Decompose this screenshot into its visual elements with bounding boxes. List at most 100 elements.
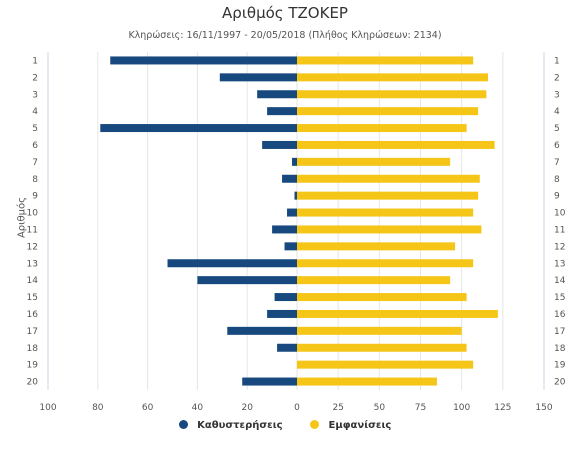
bar-delays[interactable] [292, 157, 297, 166]
legend-dot-delays [178, 420, 188, 429]
bar-delays[interactable] [282, 174, 297, 183]
bar-appearances[interactable] [297, 56, 474, 65]
category-label-left: 7 [32, 158, 38, 168]
bar-appearances[interactable] [297, 208, 474, 217]
category-label-left: 8 [32, 175, 38, 185]
category-label-right: 10 [554, 209, 566, 219]
category-label-left: 9 [32, 192, 38, 202]
x-tick-label-left: 60 [142, 403, 154, 413]
bar-delays[interactable] [257, 90, 297, 99]
category-label-left: 14 [27, 276, 39, 286]
x-tick-label-left: 100 [39, 403, 56, 413]
category-label-left: 1 [32, 56, 38, 66]
category-label-right: 11 [554, 225, 565, 235]
category-label-right: 9 [554, 192, 560, 202]
category-label-right: 17 [554, 327, 565, 337]
category-label-left: 19 [27, 361, 39, 371]
category-label-left: 5 [32, 124, 38, 134]
bar-delays[interactable] [227, 326, 297, 335]
bar-appearances[interactable] [297, 326, 462, 335]
x-tick-label-left: 0 [294, 403, 300, 413]
category-label-right: 7 [554, 158, 560, 168]
category-label-left: 11 [27, 225, 38, 235]
bar-delays[interactable] [219, 73, 297, 82]
bar-delays[interactable] [267, 309, 297, 318]
bar-appearances[interactable] [297, 90, 487, 99]
x-tick-label-left: 40 [192, 403, 204, 413]
category-label-left: 16 [27, 310, 39, 320]
category-label-right: 12 [554, 242, 565, 252]
bar-delays[interactable] [287, 208, 297, 217]
bar-appearances[interactable] [297, 124, 467, 133]
category-label-right: 3 [554, 90, 560, 100]
category-label-right: 2 [554, 73, 560, 83]
bar-appearances[interactable] [297, 360, 474, 369]
category-label-right: 19 [554, 361, 566, 371]
bar-appearances[interactable] [297, 309, 498, 318]
category-label-right: 1 [554, 56, 560, 66]
bar-delays[interactable] [242, 377, 297, 386]
category-label-right: 5 [554, 124, 560, 134]
bar-appearances[interactable] [297, 225, 482, 234]
bar-appearances[interactable] [297, 343, 467, 352]
category-label-left: 20 [27, 378, 39, 388]
bar-appearances[interactable] [297, 293, 467, 302]
category-label-left: 17 [27, 327, 38, 337]
bar-appearances[interactable] [297, 157, 451, 166]
bar-delays[interactable] [110, 56, 297, 65]
category-label-left: 18 [27, 344, 39, 354]
x-tick-label-left: 80 [92, 403, 104, 413]
chart-title: Αριθμός ΤΖΟΚΕΡ [222, 4, 348, 22]
x-tick-label-right: 75 [415, 403, 426, 413]
bar-appearances[interactable] [297, 191, 479, 200]
bar-appearances[interactable] [297, 377, 437, 386]
bar-delays[interactable] [167, 259, 297, 268]
category-label-right: 8 [554, 175, 560, 185]
bar-appearances[interactable] [297, 140, 495, 149]
x-tick-label-right: 25 [332, 403, 343, 413]
category-label-right: 13 [554, 259, 565, 269]
category-label-left: 12 [27, 242, 38, 252]
category-label-right: 18 [554, 344, 566, 354]
bar-delays[interactable] [294, 191, 297, 200]
bar-delays[interactable] [267, 107, 297, 116]
category-label-left: 6 [32, 141, 38, 151]
bar-appearances[interactable] [297, 73, 489, 82]
bar-delays[interactable] [197, 276, 297, 285]
category-label-left: 13 [27, 259, 38, 269]
bar-appearances[interactable] [297, 242, 456, 251]
legend-dot-appearances [310, 420, 320, 429]
bar-delays[interactable] [277, 343, 297, 352]
category-label-left: 15 [27, 293, 38, 303]
x-tick-label-right: 100 [453, 403, 470, 413]
category-label-right: 20 [554, 378, 566, 388]
legend-label-delays: Καθυστερήσεις [197, 420, 283, 431]
category-label-left: 2 [32, 73, 38, 83]
bar-delays[interactable] [100, 124, 297, 133]
category-label-left: 3 [32, 90, 38, 100]
chart-subtitle: Κληρώσεις: 16/11/1997 - 20/05/2018 (Πλήθ… [128, 30, 442, 41]
category-label-right: 16 [554, 310, 566, 320]
x-tick-label-left: 20 [241, 403, 253, 413]
legend-item-delays[interactable]: Καθυστερήσεις [178, 420, 283, 431]
bar-appearances[interactable] [297, 107, 479, 116]
category-label-left: 4 [32, 107, 38, 117]
x-tick-label-right: 150 [535, 403, 552, 413]
bar-delays[interactable] [274, 293, 297, 302]
bar-delays[interactable] [272, 225, 297, 234]
bar-delays[interactable] [284, 242, 297, 251]
bar-appearances[interactable] [297, 174, 480, 183]
category-label-right: 6 [554, 141, 560, 151]
chart-legend: Καθυστερήσεις Εμφανίσεις [0, 420, 570, 431]
bar-delays[interactable] [262, 140, 297, 149]
category-label-left: 10 [27, 209, 39, 219]
legend-item-appearances[interactable]: Εμφανίσεις [310, 420, 391, 431]
category-label-right: 4 [554, 107, 560, 117]
x-tick-label-right: 50 [374, 403, 386, 413]
category-label-right: 14 [554, 276, 566, 286]
bar-appearances[interactable] [297, 276, 451, 285]
legend-label-appearances: Εμφανίσεις [328, 420, 392, 431]
bar-appearances[interactable] [297, 259, 474, 268]
